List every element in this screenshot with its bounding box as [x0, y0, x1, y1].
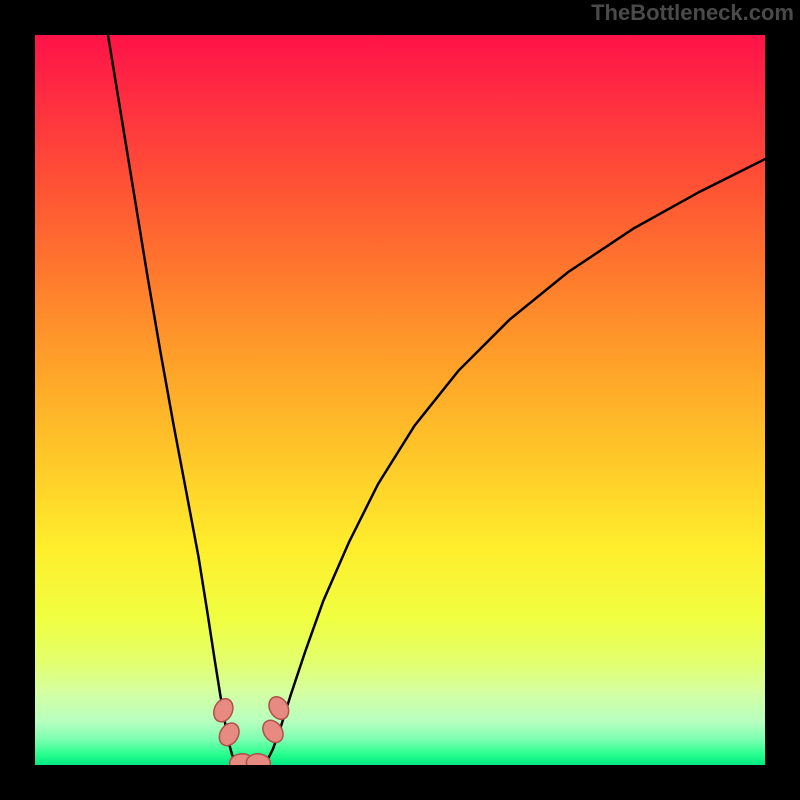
plot-area	[35, 35, 765, 765]
plot-svg	[35, 35, 765, 765]
watermark-text: TheBottleneck.com	[591, 0, 794, 26]
gradient-background	[35, 35, 765, 765]
chart-root: TheBottleneck.com	[0, 0, 800, 800]
